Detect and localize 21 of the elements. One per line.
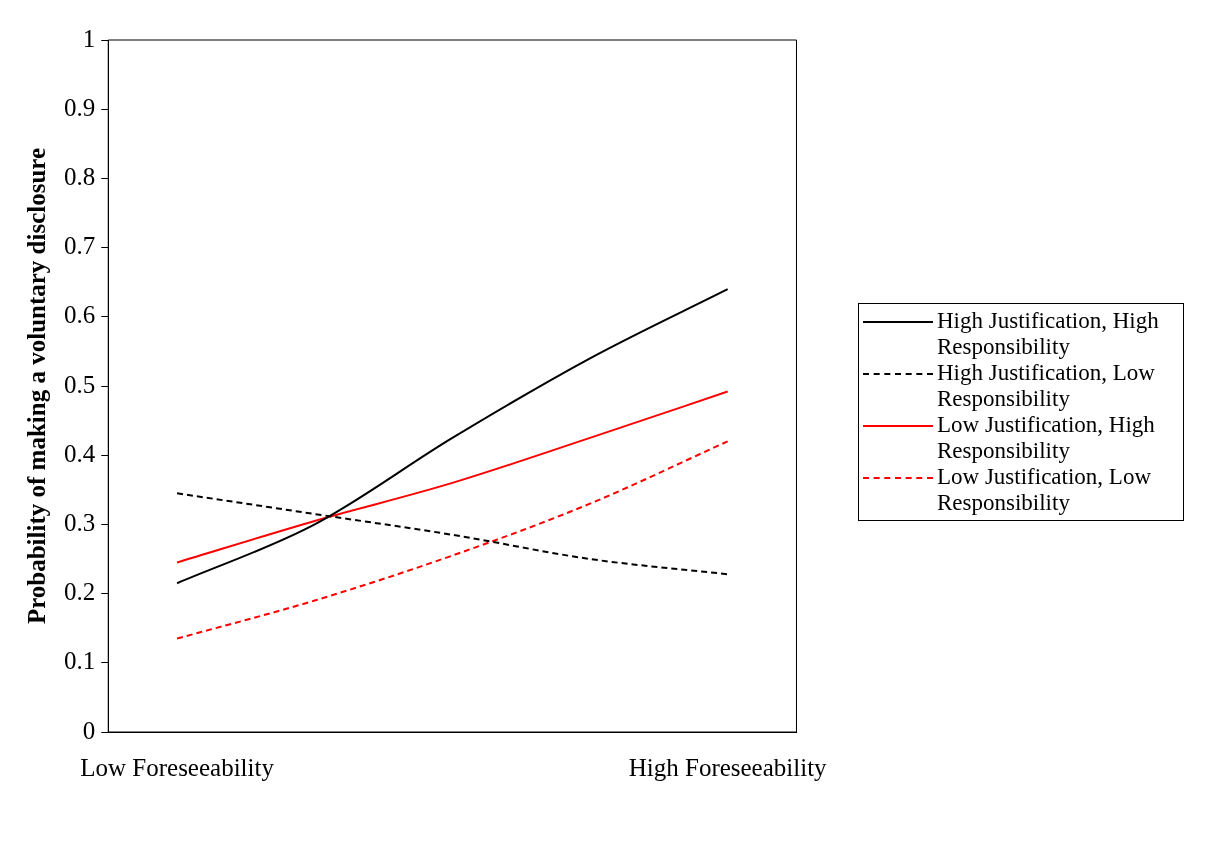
legend-label: High Justification, High Responsibility bbox=[937, 308, 1160, 360]
y-tick-label: 0.7 bbox=[64, 232, 96, 260]
y-tick-label: 0.6 bbox=[64, 301, 96, 329]
x-tick-label: Low Foreseeability bbox=[80, 753, 275, 781]
legend-label: Low Justification, High Responsibility bbox=[937, 412, 1156, 464]
line-series bbox=[176, 440, 729, 640]
y-tick-label: 0 bbox=[82, 716, 96, 744]
y-tick-label: 1 bbox=[82, 24, 96, 52]
y-tick-label: 0.8 bbox=[64, 162, 96, 190]
y-tick-label: 0.3 bbox=[64, 508, 96, 536]
legend-label: High Justification, Low Responsibility bbox=[937, 360, 1156, 412]
y-tick-label: 0.9 bbox=[64, 93, 96, 121]
y-tick-label: 0.4 bbox=[64, 439, 96, 467]
y-tick-label: 0.5 bbox=[64, 370, 96, 398]
legend-label: Low Justification, Low Responsibility bbox=[937, 464, 1152, 516]
x-tick-label: High Foreseeability bbox=[628, 753, 828, 781]
line-series bbox=[176, 288, 729, 585]
y-tick-label: 0.2 bbox=[64, 578, 96, 606]
line-series bbox=[176, 390, 729, 564]
y-axis-title: Probability of making a voluntary disclosure bbox=[23, 147, 51, 625]
y-tick-label: 0.1 bbox=[64, 647, 96, 675]
